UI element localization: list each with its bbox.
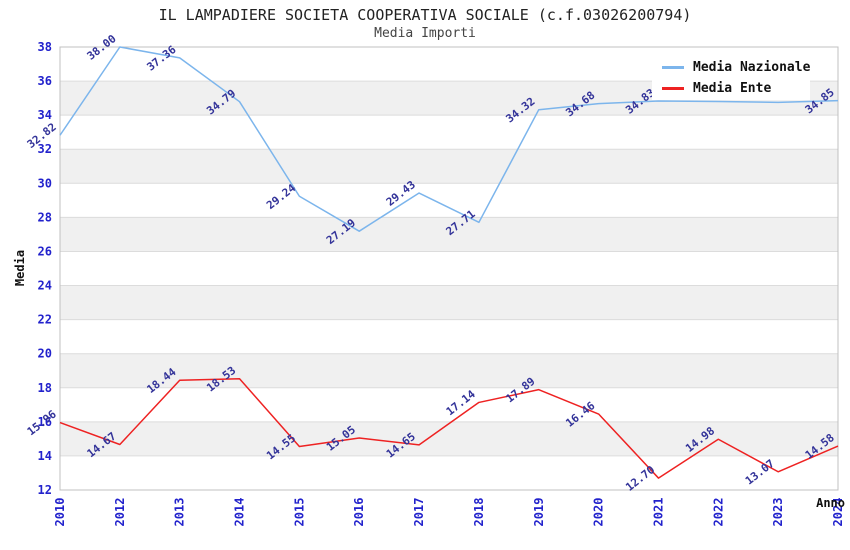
- y-tick-label: 34: [38, 108, 52, 122]
- x-tick-label: 2018: [472, 498, 486, 527]
- x-tick-label: 2010: [53, 498, 67, 527]
- y-tick-label: 14: [38, 449, 52, 463]
- y-tick-label: 24: [38, 279, 52, 293]
- plot-band: [60, 421, 838, 456]
- y-tick-label: 22: [38, 313, 52, 327]
- legend-label-media-nazionale: Media Nazionale: [693, 60, 811, 75]
- media-ente-line-swatch: [662, 87, 684, 90]
- x-tick-label: 2012: [113, 498, 127, 527]
- legend-label-media-ente: Media Ente: [693, 81, 772, 96]
- x-tick-label: 2020: [592, 498, 606, 527]
- x-tick-label: 2019: [532, 498, 546, 527]
- x-axis-title: Anno: [816, 496, 845, 510]
- plot-border: [59, 46, 839, 491]
- plot-band: [60, 251, 838, 286]
- x-tick-label: 2014: [233, 498, 247, 527]
- plot-band: [60, 387, 838, 422]
- y-tick-label: 20: [38, 347, 52, 361]
- chart-title: IL LAMPADIERE SOCIETA COOPERATIVA SOCIAL…: [158, 6, 692, 24]
- y-tick-label: 36: [38, 74, 52, 88]
- x-tick-label: 2023: [771, 498, 785, 527]
- x-tick-label: 2022: [711, 498, 725, 527]
- media-nazionale-line-swatch: [662, 66, 684, 69]
- y-tick-label: 16: [38, 415, 52, 429]
- y-tick-label: 38: [38, 40, 52, 54]
- y-tick-label: 28: [38, 210, 52, 224]
- x-tick-label: 2015: [292, 498, 306, 527]
- series-line-media-ente: [59, 377, 839, 479]
- legend-item-media-nazionale[interactable]: Media Nazionale: [662, 60, 810, 75]
- y-tick-label: 18: [38, 381, 52, 395]
- plot-band: [60, 285, 838, 320]
- y-tick-label: 32: [38, 142, 52, 156]
- x-tick-label: 2021: [651, 498, 665, 527]
- x-tick-label: 2016: [352, 498, 366, 527]
- plot-band: [60, 217, 838, 252]
- y-tick-label: 26: [38, 244, 52, 258]
- x-tick-label: 2013: [173, 498, 187, 527]
- x-tick-label: 2024: [831, 498, 845, 527]
- y-tick-label: 30: [38, 176, 52, 190]
- plot-band: [60, 115, 838, 150]
- plot-band: [60, 183, 838, 218]
- legend: Media Nazionale Media Ente: [652, 56, 810, 100]
- plot-band: [60, 319, 838, 354]
- plot-band: [60, 149, 838, 184]
- legend-item-media-ente[interactable]: Media Ente: [662, 81, 810, 96]
- chart-subtitle: Media Importi: [374, 26, 476, 41]
- point-label-media-ente: 15.96: [25, 407, 59, 438]
- x-tick-label: 2017: [412, 498, 426, 527]
- y-tick-label: 12: [38, 483, 52, 497]
- plot-band: [60, 455, 838, 490]
- series-line-media-nazionale: [59, 46, 839, 232]
- y-axis-title: Media: [13, 250, 27, 286]
- plot-band: [60, 353, 838, 388]
